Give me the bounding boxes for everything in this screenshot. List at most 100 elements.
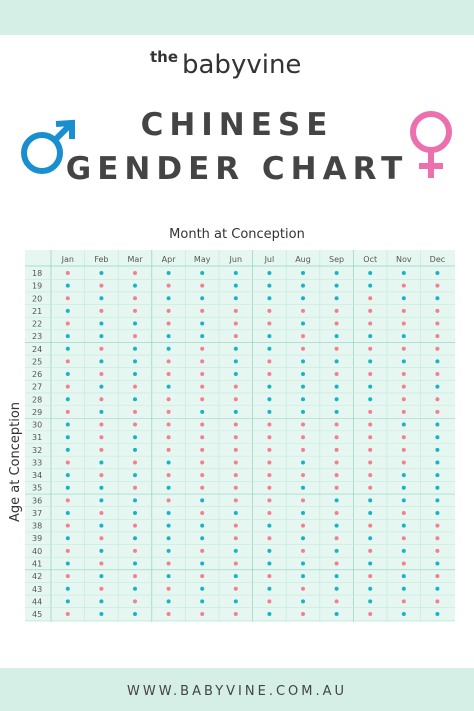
- gender-dot: [233, 308, 238, 313]
- gender-dot: [267, 485, 272, 490]
- age-label: 41: [32, 559, 42, 568]
- gender-dot: [401, 574, 406, 579]
- age-label: 21: [32, 307, 42, 316]
- gender-dot: [200, 548, 205, 553]
- gender-dot: [301, 397, 305, 402]
- gender-dot: [133, 523, 137, 528]
- gender-dot: [233, 271, 238, 275]
- gender-dot: [267, 586, 272, 591]
- gender-dot: [368, 523, 373, 528]
- gender-dot: [133, 296, 137, 301]
- age-label: 36: [32, 496, 42, 505]
- gender-dot: [133, 561, 137, 566]
- gender-dot: [200, 498, 205, 503]
- gender-dot: [233, 498, 238, 503]
- gender-dot: [166, 473, 171, 478]
- gender-dot: [334, 561, 339, 566]
- month-label: Apr: [162, 255, 177, 264]
- gender-dot: [233, 422, 238, 427]
- gender-dot: [267, 435, 272, 440]
- age-label: 43: [32, 585, 42, 594]
- gender-dot: [435, 586, 440, 591]
- gender-dot: [200, 409, 205, 414]
- gender-dot: [435, 409, 440, 414]
- gender-dot: [99, 574, 104, 579]
- gender-dot: [65, 397, 70, 402]
- gender-dot: [267, 296, 272, 301]
- gender-dot: [334, 397, 339, 402]
- gender-dot: [435, 447, 440, 452]
- gender-dot: [99, 422, 104, 427]
- gender-dot: [166, 409, 171, 414]
- gender-dot: [267, 536, 272, 541]
- gender-dot: [200, 271, 205, 275]
- gender-dot: [166, 612, 171, 617]
- gender-dot: [233, 536, 238, 541]
- top-band: [0, 0, 474, 35]
- month-label: Jun: [229, 255, 243, 264]
- gender-dot: [233, 561, 238, 566]
- gender-dot: [334, 498, 339, 503]
- gender-dot: [200, 523, 205, 528]
- gender-dot: [200, 485, 205, 490]
- gender-dot: [200, 321, 205, 326]
- gender-dot: [133, 435, 137, 440]
- gender-dot: [133, 359, 137, 364]
- gender-dot: [334, 612, 339, 617]
- gender-dot: [65, 561, 70, 566]
- gender-dot: [99, 409, 104, 414]
- gender-dot: [166, 422, 171, 427]
- gender-dot: [334, 599, 339, 604]
- gender-dot: [401, 321, 406, 326]
- gender-dot: [166, 359, 171, 364]
- gender-dot: [368, 536, 373, 541]
- gender-dot: [233, 599, 238, 604]
- gender-dot: [301, 271, 305, 275]
- gender-dot: [435, 321, 440, 326]
- gender-dot: [99, 372, 104, 377]
- gender-dot: [334, 308, 339, 313]
- gender-dot: [401, 334, 406, 339]
- title-line2: GENDER CHART: [66, 151, 408, 187]
- gender-dot: [435, 561, 440, 566]
- gender-dot: [401, 397, 406, 402]
- gender-dot: [301, 561, 305, 566]
- gender-dot: [435, 359, 440, 364]
- gender-dot: [133, 283, 137, 288]
- gender-dot: [233, 372, 238, 377]
- gender-dot: [99, 473, 104, 478]
- gender-dot: [334, 372, 339, 377]
- gender-dot: [233, 485, 238, 490]
- gender-dot: [435, 510, 440, 515]
- gender-dot: [267, 460, 272, 465]
- gender-dot: [301, 435, 305, 440]
- male-symbol: [21, 119, 75, 174]
- gender-dot: [267, 574, 272, 579]
- gender-dot: [166, 561, 171, 566]
- gender-dot: [133, 574, 137, 579]
- gender-dot: [166, 548, 171, 553]
- gender-dot: [65, 574, 70, 579]
- gender-dot: [267, 599, 272, 604]
- age-label: 26: [32, 370, 42, 379]
- gender-dot: [65, 359, 70, 364]
- gender-dot: [334, 586, 339, 591]
- gender-dot: [435, 397, 440, 402]
- gender-dot: [435, 473, 440, 478]
- gender-dot: [267, 397, 272, 402]
- gender-dot: [166, 296, 171, 301]
- gender-dot: [99, 346, 104, 351]
- gender-dot: [301, 498, 305, 503]
- gender-dot: [133, 599, 137, 604]
- gender-dot: [435, 346, 440, 351]
- gender-dot: [401, 422, 406, 427]
- gender-dot: [233, 321, 238, 326]
- gender-dot: [368, 548, 373, 553]
- gender-dot: [301, 409, 305, 414]
- gender-dot: [401, 599, 406, 604]
- gender-dot: [301, 447, 305, 452]
- gender-dot: [133, 548, 137, 553]
- gender-dot: [233, 586, 238, 591]
- gender-dot: [200, 473, 205, 478]
- gender-dot: [65, 498, 70, 503]
